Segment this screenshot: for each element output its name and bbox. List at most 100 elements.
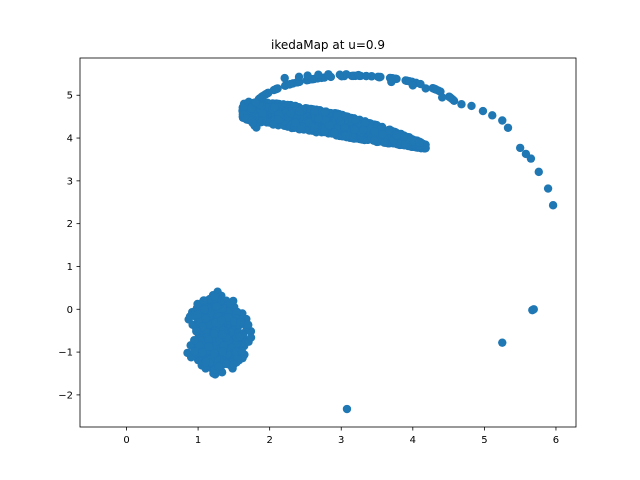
x-tick-label: 0 [123, 435, 129, 446]
data-point-2085 [457, 100, 466, 109]
data-point-2088 [408, 81, 418, 90]
data-point-477 [193, 310, 202, 319]
y-tick-label: 3 [67, 176, 73, 187]
data-point-2089 [387, 77, 396, 87]
data-point-1944 [370, 136, 379, 145]
data-point-1898 [360, 118, 370, 128]
data-point-475 [204, 335, 214, 344]
data-point-1954 [350, 125, 359, 135]
data-point-2082 [488, 111, 497, 120]
data-point-2092 [342, 70, 351, 79]
data-point-1941 [270, 103, 279, 112]
data-point-2074 [548, 201, 558, 210]
data-point-2086 [437, 93, 447, 102]
data-point-479 [204, 342, 214, 352]
data-point-456 [235, 332, 245, 341]
data-point-472 [198, 348, 207, 357]
y-tick-label: 4 [67, 134, 73, 145]
y-tick-label: −1 [58, 348, 73, 359]
data-point-467 [210, 292, 219, 301]
data-point-1963 [310, 106, 319, 116]
data-point-2062 [248, 118, 257, 128]
data-point-1923 [273, 115, 283, 124]
data-point-1924 [296, 124, 306, 134]
data-point-2063 [431, 85, 441, 94]
data-point-441 [231, 347, 241, 356]
x-tick-label: 4 [410, 435, 416, 446]
data-point-473 [217, 330, 227, 339]
y-tick-label: 5 [67, 91, 73, 102]
data-point-1969 [310, 124, 319, 133]
data-point-2095 [314, 70, 323, 79]
data-point-1942 [325, 121, 334, 130]
chart-title: ikedaMap at u=0.9 [271, 38, 385, 52]
data-point-2073 [529, 305, 538, 314]
data-point-474 [212, 302, 221, 311]
data-point-421 [223, 313, 233, 322]
y-tick-label: 0 [67, 305, 73, 316]
data-point-466 [214, 362, 224, 372]
data-point-434 [200, 305, 209, 314]
data-point-2087 [421, 84, 430, 93]
data-point-1888 [258, 109, 267, 118]
data-point-469 [218, 347, 228, 356]
data-point-2056 [251, 98, 260, 107]
data-point-2091 [354, 70, 363, 80]
x-axis: 0 1 2 3 4 5 6 [123, 427, 559, 446]
data-point-2093 [335, 70, 345, 79]
data-point-2084 [467, 101, 476, 111]
data-point-1902 [320, 107, 330, 117]
data-point-2080 [503, 123, 513, 132]
data-point-403 [229, 296, 238, 306]
data-point-426 [199, 296, 208, 305]
data-point-459 [209, 349, 219, 358]
data-point-465 [201, 357, 210, 367]
data-point-2071 [498, 338, 507, 347]
data-point-2094 [324, 70, 333, 79]
data-point-1927 [320, 126, 329, 136]
y-axis: −2 −1 0 1 2 3 4 5 [58, 91, 80, 401]
data-point-1876 [380, 138, 389, 147]
x-tick-label: 6 [553, 435, 559, 446]
data-point-2066 [362, 71, 371, 81]
scatter-points [183, 70, 558, 414]
data-point-446 [209, 329, 219, 338]
data-point-2076 [534, 167, 543, 177]
y-tick-label: −2 [58, 390, 73, 401]
data-point-457 [222, 359, 231, 369]
data-point-448 [201, 314, 211, 323]
data-point-1979 [295, 107, 304, 117]
data-point-1950 [351, 115, 360, 124]
data-point-423 [185, 312, 195, 321]
data-point-2096 [303, 71, 312, 80]
plot-area-frame [79, 57, 577, 428]
data-point-1974 [392, 131, 402, 140]
data-point-1946 [378, 130, 387, 139]
y-tick-label: 2 [67, 219, 73, 230]
x-tick-label: 3 [338, 435, 344, 446]
data-point-460 [236, 317, 245, 327]
data-point-2098 [280, 73, 289, 83]
data-point-468 [192, 327, 201, 336]
data-point-1972 [415, 138, 424, 147]
data-point-1933 [370, 127, 379, 136]
data-point-478 [246, 333, 256, 342]
data-point-2070 [342, 404, 352, 414]
data-point-2090 [374, 73, 384, 82]
data-point-1935 [384, 126, 394, 135]
data-point-2065 [260, 90, 270, 100]
data-point-1968 [286, 109, 296, 118]
data-point-451 [190, 347, 199, 356]
data-point-2052 [285, 80, 294, 89]
data-point-2097 [294, 72, 304, 82]
data-point-2075 [543, 184, 553, 193]
data-point-471 [217, 316, 226, 325]
x-tick-label: 1 [195, 435, 201, 446]
x-tick-label: 5 [481, 435, 487, 446]
data-point-464 [237, 347, 247, 357]
data-point-1962 [314, 114, 323, 123]
data-point-1936 [291, 118, 300, 128]
data-point-2058 [445, 92, 454, 102]
data-point-2079 [515, 143, 525, 153]
